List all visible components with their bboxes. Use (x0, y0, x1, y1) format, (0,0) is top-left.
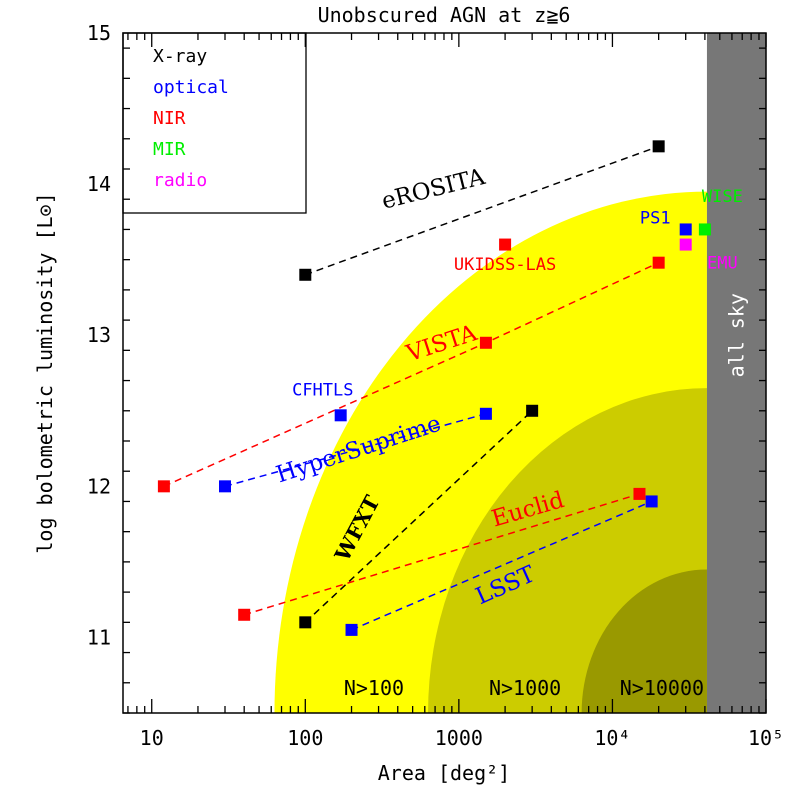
vista-point (157, 480, 170, 493)
legend-entry-mir: MIR (153, 139, 186, 160)
region-label: N>100 (344, 676, 404, 700)
region-n-10000 (581, 569, 707, 713)
all-sky-label: all sky (724, 293, 748, 377)
vista-point (652, 256, 665, 269)
cfhtls-point (334, 409, 347, 422)
x-tick-label: 100 (287, 726, 323, 750)
euclid-line (243, 493, 640, 616)
ps1-label: PS1 (640, 208, 671, 228)
y-tick-label: 14 (87, 172, 111, 196)
region-label: N>1000 (489, 676, 561, 700)
hypersuprime-point (479, 407, 492, 420)
legend-entry-nir: NIR (153, 108, 186, 129)
hypersuprime-line (224, 413, 487, 488)
lsst-line (351, 500, 652, 631)
ukidss-las-point (499, 238, 512, 251)
lsst-point (645, 495, 658, 508)
wfxt-line (304, 410, 533, 623)
ps1-point (679, 223, 692, 236)
euclid-point (633, 487, 646, 500)
erosita-label: eROSITA (379, 164, 488, 215)
emu-label: EMU (707, 254, 738, 274)
wise-label: WISE (702, 187, 743, 207)
legend (122, 32, 307, 214)
ukidss-las-label: UKIDSS-LAS (454, 255, 556, 275)
x-tick-label: 10⁵ (748, 726, 784, 750)
x-tick-label: 10⁴ (594, 726, 630, 750)
lsst-point (345, 623, 358, 636)
erosita-point (299, 268, 312, 281)
y-tick-label: 11 (87, 625, 111, 649)
erosita-point (652, 140, 665, 153)
x-axis-label: Area [deg²] (378, 761, 510, 785)
vista-point (479, 336, 492, 349)
wise-point (698, 223, 711, 236)
region-label: N>10000 (620, 676, 704, 700)
emu-point (679, 238, 692, 251)
chart-title: Unobscured AGN at z≧6 (318, 3, 571, 27)
legend-entry-x-ray: X-ray (153, 46, 207, 67)
hypersuprime-point (219, 480, 232, 493)
wfxt-point (526, 404, 539, 417)
x-tick-label: 10 (140, 726, 164, 750)
legend-entry-radio: radio (153, 170, 207, 191)
erosita-line (305, 145, 659, 276)
cfhtls-label: CFHTLS (292, 381, 353, 401)
y-axis-label: log bolometric luminosity [L⊙] (33, 192, 57, 553)
y-tick-label: 13 (87, 323, 111, 347)
wfxt-point (299, 616, 312, 629)
euclid-point (238, 608, 251, 621)
legend-entry-optical: optical (153, 77, 229, 98)
all-sky-band (706, 33, 766, 713)
x-tick-label: 1000 (435, 726, 483, 750)
y-tick-label: 12 (87, 474, 111, 498)
y-tick-label: 15 (87, 21, 111, 45)
